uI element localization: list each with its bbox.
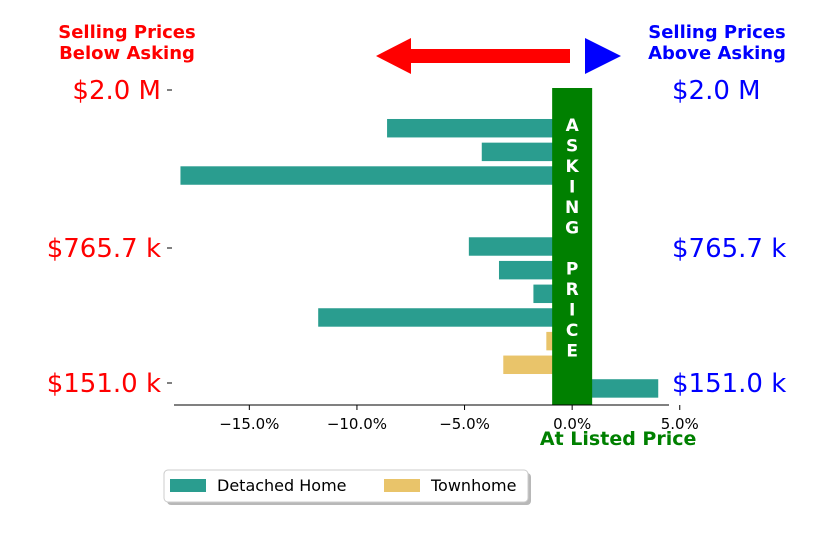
right-header-line: Above Asking <box>648 43 786 64</box>
bar <box>572 379 659 398</box>
band-letter: E <box>566 342 578 362</box>
y-tick-label-left: $151.0 k <box>47 369 161 399</box>
band-letter: K <box>566 157 580 177</box>
bar <box>180 166 573 185</box>
right-header-line: Selling Prices <box>648 22 785 43</box>
left-arrow-shaft <box>408 49 570 63</box>
band-letter: I <box>569 178 575 198</box>
bar <box>481 142 573 162</box>
legend-label: Townhome <box>430 476 516 495</box>
x-tick-label: 0.0% <box>553 415 591 433</box>
y-tick-label-right: $2.0 M <box>672 76 761 106</box>
left-arrow-head <box>376 38 411 74</box>
bar <box>318 308 573 327</box>
y-tick-label-right: $765.7 k <box>672 234 786 264</box>
band-letter: N <box>565 198 579 218</box>
bar <box>468 237 573 256</box>
band-letter: P <box>566 260 578 280</box>
x-axis-label: At Listed Price <box>540 428 696 450</box>
legend-swatch <box>170 479 206 492</box>
x-tick-label: −10.0% <box>327 415 387 433</box>
band-letter: I <box>569 301 575 321</box>
band-letter: R <box>566 280 579 300</box>
bar <box>387 118 573 138</box>
x-tick-label: −15.0% <box>219 415 279 433</box>
y-tick-label-right: $151.0 k <box>672 369 786 399</box>
legend-swatch <box>384 479 420 492</box>
legend-label: Detached Home <box>217 476 347 495</box>
x-tick-label: 5.0% <box>661 415 699 433</box>
band-letter: C <box>566 321 578 341</box>
y-tick-label-left: $765.7 k <box>47 234 161 264</box>
band-letter: G <box>565 219 579 239</box>
band-letter: A <box>566 116 580 136</box>
left-header-line: Below Asking <box>59 43 195 64</box>
x-tick-label: −5.0% <box>439 415 490 433</box>
y-tick-label-left: $2.0 M <box>72 76 161 106</box>
legend-box <box>163 469 529 503</box>
right-arrow-head <box>585 38 621 74</box>
asking-price-band <box>552 88 593 405</box>
left-header-line: Selling Prices <box>58 22 195 43</box>
band-letter: S <box>566 137 578 157</box>
